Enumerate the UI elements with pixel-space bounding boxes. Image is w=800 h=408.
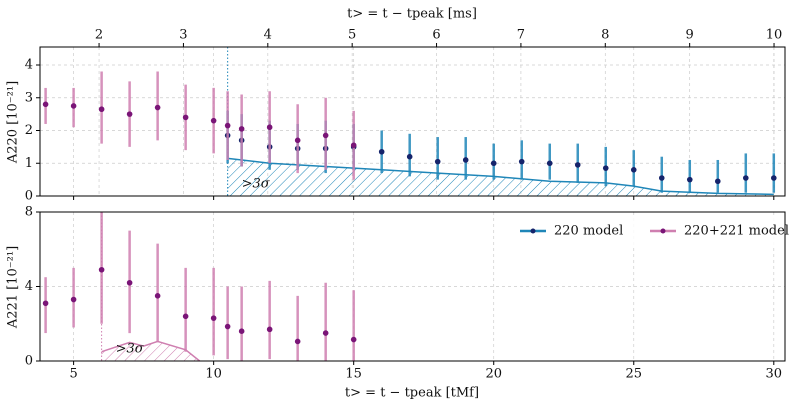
point bbox=[126, 279, 133, 286]
point bbox=[98, 266, 105, 273]
top-x-tick-label: 8 bbox=[601, 28, 609, 43]
point bbox=[154, 104, 161, 111]
point bbox=[770, 175, 777, 181]
y-tick-label: 2 bbox=[25, 123, 33, 138]
point bbox=[518, 158, 525, 165]
x-tick-label: 30 bbox=[766, 367, 783, 382]
plot-frame bbox=[39, 211, 786, 362]
point bbox=[126, 111, 133, 117]
threshold-label: >3σ bbox=[116, 342, 145, 357]
top-x-tick-label: 9 bbox=[686, 28, 694, 43]
point bbox=[658, 175, 665, 181]
top-x-tick-label: 5 bbox=[348, 28, 356, 43]
top-x-axis-label: t> = t − tpeak [ms] bbox=[347, 7, 477, 22]
y-axis-label: A221 [10⁻²¹] bbox=[6, 246, 21, 329]
point bbox=[546, 160, 553, 167]
x-tick-label: 20 bbox=[485, 367, 502, 382]
point bbox=[238, 126, 245, 132]
x-tick-label: 5 bbox=[69, 367, 77, 382]
point bbox=[98, 106, 105, 113]
point bbox=[182, 313, 189, 320]
point bbox=[70, 103, 77, 109]
legend-label: 220 model bbox=[554, 224, 623, 239]
y-axis-label: A220 [10⁻²¹] bbox=[6, 81, 21, 164]
point bbox=[350, 336, 357, 343]
point bbox=[224, 122, 231, 129]
point bbox=[714, 178, 721, 185]
legend-box bbox=[510, 217, 780, 245]
point bbox=[602, 165, 609, 171]
point bbox=[294, 137, 301, 144]
top-x-tick-label: 4 bbox=[264, 28, 272, 43]
point bbox=[70, 296, 77, 303]
point bbox=[238, 328, 245, 335]
point bbox=[630, 167, 637, 173]
point bbox=[742, 175, 749, 181]
point bbox=[154, 293, 161, 299]
top-x-tick-label: 3 bbox=[179, 28, 187, 43]
point bbox=[182, 114, 189, 121]
threshold-line bbox=[101, 340, 201, 362]
y-tick-label: 0 bbox=[25, 189, 33, 204]
point bbox=[406, 153, 413, 160]
x-tick-label: 25 bbox=[625, 367, 642, 382]
point bbox=[574, 162, 581, 168]
y-tick-label: 0 bbox=[25, 354, 33, 369]
y-tick-label: 4 bbox=[25, 279, 33, 294]
x-tick-label: 15 bbox=[345, 367, 362, 382]
threshold-area bbox=[101, 341, 200, 361]
x-tick-label: 10 bbox=[205, 367, 222, 382]
legend-marker bbox=[660, 228, 666, 234]
plot-frame bbox=[39, 46, 786, 197]
top-x-tick-label: 6 bbox=[432, 28, 440, 43]
y-tick-label: 8 bbox=[25, 205, 33, 220]
point bbox=[266, 326, 273, 333]
point bbox=[42, 300, 49, 307]
y-tick-label: 1 bbox=[25, 156, 33, 171]
y-tick-label: 4 bbox=[25, 58, 33, 73]
point bbox=[322, 132, 329, 139]
point bbox=[210, 315, 217, 321]
point bbox=[210, 117, 217, 124]
top-x-tick-label: 7 bbox=[517, 28, 525, 43]
y-tick-label: 3 bbox=[25, 90, 33, 105]
point bbox=[42, 101, 49, 108]
legend-label: 220+221 model bbox=[684, 224, 789, 239]
point bbox=[462, 157, 469, 163]
legend-marker bbox=[530, 228, 536, 234]
point bbox=[322, 330, 329, 336]
point bbox=[224, 323, 231, 330]
x-axis-label: t> = t − tpeak [tMf] bbox=[345, 386, 479, 401]
point bbox=[350, 142, 357, 149]
top-x-tick-label: 2 bbox=[95, 28, 103, 43]
threshold-label: >3σ bbox=[242, 177, 271, 192]
point bbox=[294, 338, 301, 345]
point bbox=[378, 148, 385, 155]
point bbox=[686, 176, 693, 183]
point bbox=[490, 160, 497, 167]
top-x-tick-label: 10 bbox=[766, 28, 783, 43]
point bbox=[434, 158, 441, 165]
point bbox=[266, 124, 273, 131]
